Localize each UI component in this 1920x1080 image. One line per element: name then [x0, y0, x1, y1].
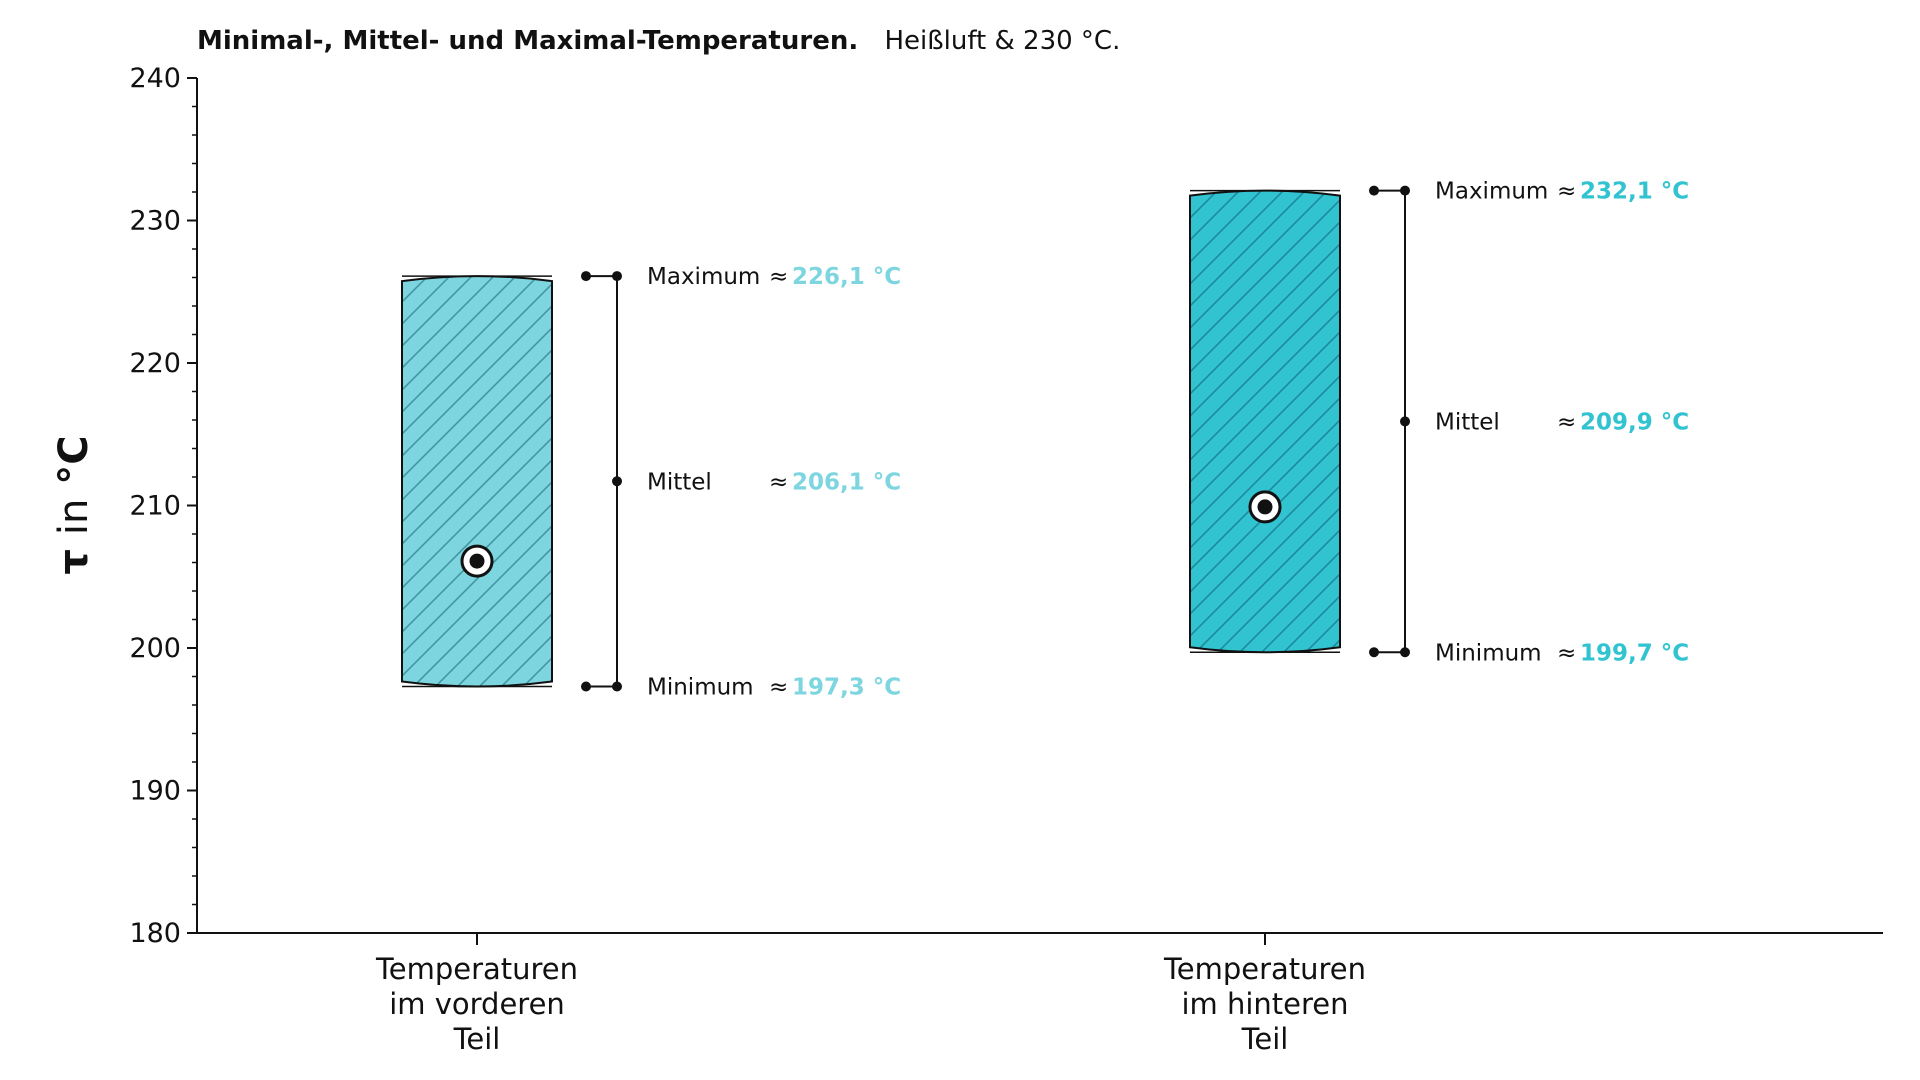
- x-tick-label: Temperaturen: [1163, 952, 1366, 986]
- bracket-dot: [1400, 647, 1410, 658]
- chart-subtitle: Heißluft & 230 °C.: [884, 26, 1121, 56]
- x-tick-label: im vorderen: [389, 987, 565, 1021]
- mean-marker-dot: [469, 553, 485, 569]
- bracket-dot: [581, 681, 591, 692]
- min-annotation-label: Minimum: [647, 674, 754, 700]
- bracket-dot: [1369, 185, 1379, 196]
- x-tick-label: Teil: [453, 1022, 501, 1056]
- chart-title: Minimal-, Mittel- und Maximal-Temperatur…: [197, 26, 859, 56]
- y-tick-label: 220: [129, 348, 181, 379]
- max-annotation-value: 226,1 °C: [792, 264, 901, 290]
- y-tick-label: 230: [129, 206, 181, 237]
- bracket-dot: [1400, 416, 1410, 427]
- range-bar: [401, 275, 553, 688]
- x-tick-label: im hinteren: [1181, 987, 1348, 1021]
- bracket-dot: [581, 271, 591, 282]
- y-tick-label: 190: [129, 776, 181, 807]
- bracket-dot: [1400, 185, 1410, 196]
- range-bar: [1189, 189, 1341, 654]
- approx-symbol: ≈: [1557, 640, 1576, 666]
- approx-symbol: ≈: [1557, 179, 1576, 205]
- y-tick-label: 240: [129, 63, 181, 94]
- min-annotation-value: 199,7 °C: [1580, 640, 1689, 666]
- max-annotation-value: 232,1 °C: [1580, 179, 1689, 205]
- mean-annotation-label: Mittel: [1435, 409, 1500, 435]
- bracket-dot: [612, 681, 622, 692]
- x-tick-label: Teil: [1241, 1022, 1289, 1056]
- bracket-dot: [612, 271, 622, 282]
- mean-marker-dot: [1257, 499, 1273, 515]
- mean-annotation-label: Mittel: [647, 469, 712, 495]
- mean-annotation-value: 206,1 °C: [792, 469, 901, 495]
- x-tick-label: Temperaturen: [375, 952, 578, 986]
- bracket-dot: [612, 476, 622, 487]
- y-tick-label: 180: [129, 918, 181, 949]
- approx-symbol: ≈: [1557, 409, 1576, 435]
- max-annotation-label: Maximum: [1435, 179, 1548, 205]
- y-tick-label: 210: [129, 491, 181, 522]
- approx-symbol: ≈: [769, 674, 788, 700]
- min-annotation-label: Minimum: [1435, 640, 1542, 666]
- approx-symbol: ≈: [769, 469, 788, 495]
- mean-annotation-value: 209,9 °C: [1580, 409, 1689, 435]
- y-tick-label: 200: [129, 633, 181, 664]
- chart-title-line: Minimal-, Mittel- und Maximal-Temperatur…: [197, 26, 1120, 56]
- min-annotation-value: 197,3 °C: [792, 674, 901, 700]
- bracket-dot: [1369, 647, 1379, 658]
- approx-symbol: ≈: [769, 264, 788, 290]
- max-annotation-label: Maximum: [647, 264, 760, 290]
